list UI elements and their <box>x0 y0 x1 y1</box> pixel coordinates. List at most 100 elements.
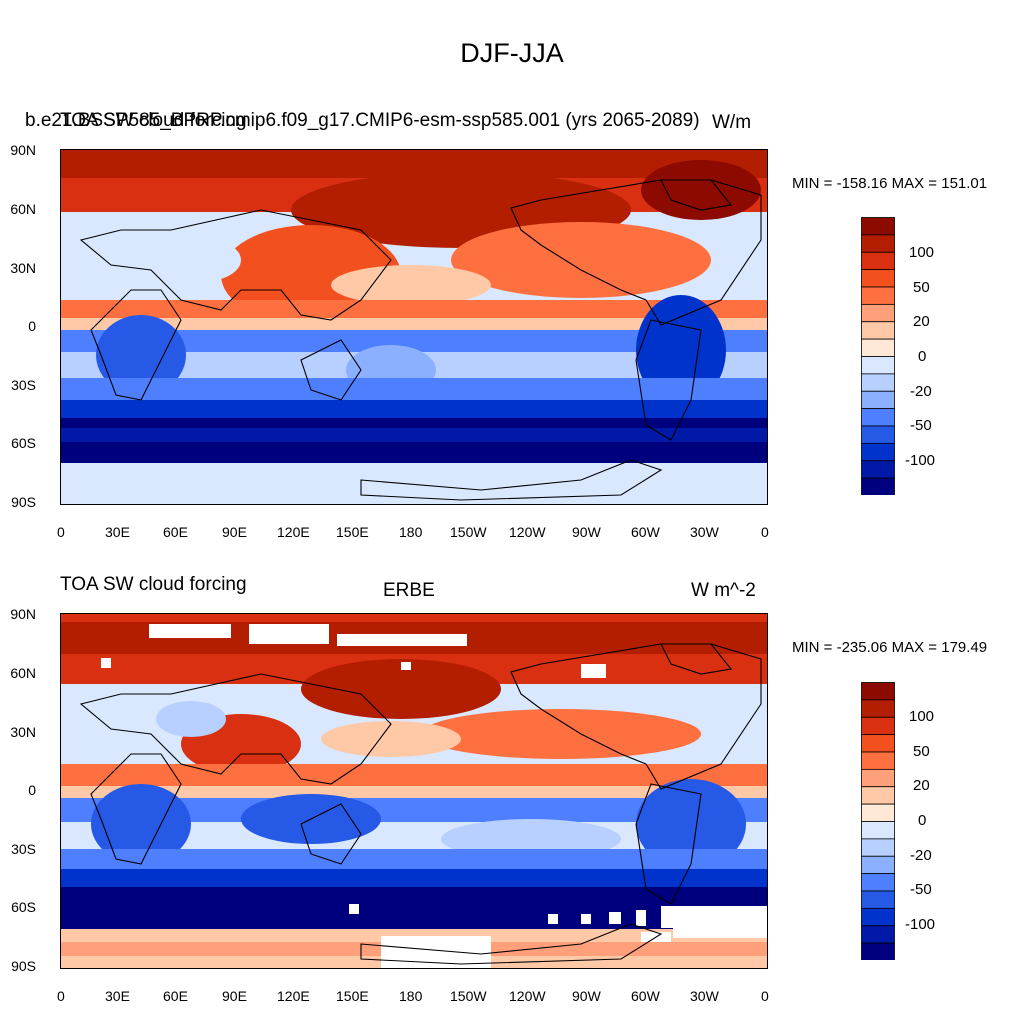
colorbar-box <box>861 873 895 892</box>
lat-tick-60s: 60S <box>11 435 36 451</box>
lon-tick: 90E <box>222 524 247 540</box>
panel1-minmax: MIN = -158.16 MAX = 151.01 <box>792 175 988 192</box>
lon-tick: 180 <box>399 524 423 540</box>
lat-tick-30n: 30N <box>10 260 36 276</box>
lat-tick-60s: 60S <box>11 899 36 915</box>
colorbar-box <box>861 821 895 840</box>
lon-tick: 120W <box>509 524 546 540</box>
lon-tick: 150W <box>450 988 487 1004</box>
lat-tick-30s: 30S <box>11 377 36 393</box>
colorbar-box <box>861 907 895 927</box>
panel1-title-overlap-a: b.e21.BSSP585_BPRP.cmip6.f09_g17.CMIP6-e… <box>25 110 700 131</box>
panel1-title-overlap-b: TOA SW cloud forcing <box>60 110 247 131</box>
cb-label: -100 <box>905 452 936 469</box>
panel2-field <box>61 614 767 968</box>
lon-tick: 30W <box>690 988 719 1004</box>
colorbar-box <box>861 251 895 271</box>
panel2-units: W m^-2 <box>691 580 756 601</box>
lon-tick: 150W <box>450 524 487 540</box>
colorbar-box <box>861 286 895 305</box>
lon-tick: 60E <box>163 988 188 1004</box>
cb-label: 100 <box>909 244 935 261</box>
lon-tick: 90E <box>222 988 247 1004</box>
lon-tick: 150E <box>336 988 369 1004</box>
lon-tick: 0 <box>57 988 65 1004</box>
lat-tick-30s: 30S <box>11 841 36 857</box>
lon-tick: 180 <box>399 988 423 1004</box>
colorbar-box <box>861 890 895 909</box>
cb-label: 0 <box>918 348 927 365</box>
colorbar-box <box>861 234 895 253</box>
lon-tick: 120W <box>509 988 546 1004</box>
cb-label: 20 <box>913 313 930 330</box>
lon-tick: 60E <box>163 524 188 540</box>
lat-tick-90n: 90N <box>10 606 36 622</box>
lon-tick: 0 <box>761 524 769 540</box>
cb-label: -50 <box>910 881 932 898</box>
cb-label: 50 <box>913 279 930 296</box>
colorbar-box <box>861 786 895 805</box>
lon-tick: 120E <box>277 988 310 1004</box>
cb-label: 0 <box>918 812 927 829</box>
cb-label: -20 <box>910 383 932 400</box>
lon-tick: 90W <box>572 988 601 1004</box>
cb-label: 50 <box>913 743 930 760</box>
panel1-units: W/m <box>712 112 752 133</box>
lat-tick-60n: 60N <box>10 665 36 681</box>
colorbar-box <box>861 356 895 375</box>
colorbar-box <box>861 682 895 701</box>
cb-label: 100 <box>909 708 935 725</box>
cb-label: -100 <box>905 916 936 933</box>
colorbar-box <box>861 699 895 718</box>
colorbar-box <box>861 373 895 392</box>
panel2-left-title: TOA SW cloud forcing <box>60 574 247 595</box>
colorbar-box <box>861 751 895 770</box>
colorbar-box <box>861 460 895 479</box>
colorbar-box <box>861 838 895 857</box>
lat-tick-30n: 30N <box>10 724 36 740</box>
lon-tick: 30W <box>690 524 719 540</box>
panel2-minmax: MIN = -235.06 MAX = 179.49 <box>792 639 988 656</box>
lat-tick-90n: 90N <box>10 142 36 158</box>
panel1-map <box>60 149 768 505</box>
cb-label: 20 <box>913 777 930 794</box>
panel2-colorbar <box>861 682 895 960</box>
lat-tick-60n: 60N <box>10 201 36 217</box>
colorbar-box <box>861 217 895 236</box>
panel2-center-title: ERBE <box>383 580 435 601</box>
figure-title: DJF-JJA <box>460 38 564 68</box>
colorbar-box <box>861 477 895 495</box>
colorbar-box <box>861 716 895 736</box>
panel1-field <box>61 150 767 504</box>
lat-tick-eq: 0 <box>28 782 36 798</box>
lat-tick-eq: 0 <box>28 318 36 334</box>
colorbar-box <box>861 425 895 444</box>
cb-label: -50 <box>910 417 932 434</box>
lon-tick: 0 <box>761 988 769 1004</box>
colorbar-box <box>861 855 895 875</box>
lon-tick: 60W <box>631 524 660 540</box>
colorbar-box <box>861 925 895 944</box>
lon-tick: 30E <box>105 988 130 1004</box>
panel1-colorbar <box>861 217 895 495</box>
panel2-map <box>60 613 768 969</box>
lon-tick: 150E <box>336 524 369 540</box>
colorbar-box <box>861 303 895 323</box>
colorbar-box <box>861 442 895 462</box>
colorbar-box <box>861 269 895 288</box>
colorbar-box <box>861 734 895 753</box>
colorbar-box <box>861 408 895 427</box>
lon-tick: 120E <box>277 524 310 540</box>
lat-tick-90s: 90S <box>11 958 36 974</box>
colorbar-box <box>861 390 895 410</box>
colorbar-box <box>861 942 895 960</box>
lon-tick: 0 <box>57 524 65 540</box>
lon-tick: 30E <box>105 524 130 540</box>
colorbar-box <box>861 321 895 340</box>
colorbar-box <box>861 338 895 357</box>
lon-tick: 90W <box>572 524 601 540</box>
colorbar-box <box>861 768 895 788</box>
lon-tick: 60W <box>631 988 660 1004</box>
lat-tick-90s: 90S <box>11 494 36 510</box>
colorbar-box <box>861 803 895 822</box>
